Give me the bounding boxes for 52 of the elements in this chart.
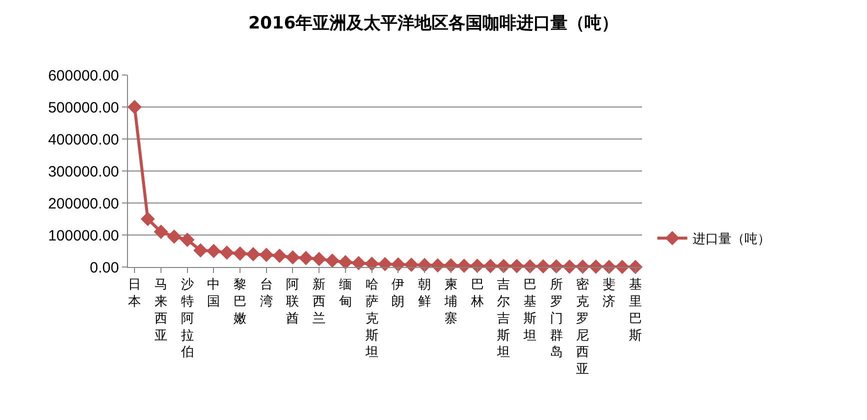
point [272, 248, 287, 263]
y-tick-label: 100000.00 [48, 227, 119, 244]
point [483, 258, 498, 274]
y-tick-label: 200000.00 [48, 195, 119, 212]
point [140, 212, 155, 226]
point [246, 247, 260, 262]
point [286, 250, 300, 265]
y-tick-label: 300000.00 [48, 163, 119, 180]
point [325, 253, 340, 268]
point [298, 250, 314, 266]
x-tick-label: 中国 [207, 278, 220, 310]
x-tick-label: 沙特阿拉伯 [180, 278, 194, 360]
x-tick-label: 阿联酋 [286, 278, 300, 326]
x-tick-label: 伊朗 [392, 278, 405, 310]
point [312, 252, 326, 266]
point [338, 255, 353, 270]
x-tick-label: 黎巴嫩 [234, 278, 247, 326]
point [193, 243, 208, 258]
point [206, 244, 221, 258]
x-tick-label: 所罗门群岛 [550, 278, 563, 360]
point [378, 256, 392, 272]
x-tick-label: 日本 [128, 278, 142, 310]
x-tick-label: 马来西亚 [154, 278, 168, 344]
x-tick-label: 巴基斯坦 [522, 278, 536, 344]
chart-title: 2016年亚洲及太平洋地区各国咖啡进口量（吨） [248, 14, 619, 34]
point [404, 258, 419, 272]
x-tick-label: 柬埔寨 [443, 278, 458, 326]
x-tick-label: 台湾 [260, 278, 273, 310]
y-tick-label: 0.00 [90, 259, 119, 276]
x-tick-label: 缅甸 [338, 278, 352, 310]
x-tick-label: 吉尔吉斯坦 [496, 278, 510, 360]
point [232, 246, 248, 261]
y-tick-label: 500000.00 [48, 99, 119, 116]
x-tick-label: 新西兰 [312, 278, 326, 326]
y-tick-label: 600000.00 [48, 67, 119, 84]
x-tick-label: 密克罗尼西亚 [576, 278, 590, 378]
point [364, 256, 379, 271]
point [351, 256, 366, 270]
x-tick-label: 斐济 [602, 278, 616, 310]
x-tick-label: 朝鲜 [418, 278, 432, 310]
point [166, 229, 182, 244]
point [154, 224, 168, 239]
point [127, 100, 142, 114]
point [180, 232, 194, 247]
point [259, 248, 274, 262]
x-tick-label: 巴林 [470, 278, 484, 310]
x-tick-label: 哈萨克斯坦 [364, 278, 378, 360]
y-tick-label: 400000.00 [48, 131, 119, 148]
point [615, 260, 630, 274]
x-tick-label: 基里巴斯 [628, 278, 642, 344]
point [220, 245, 234, 260]
legend-label: 进口量（吨） [692, 232, 770, 248]
